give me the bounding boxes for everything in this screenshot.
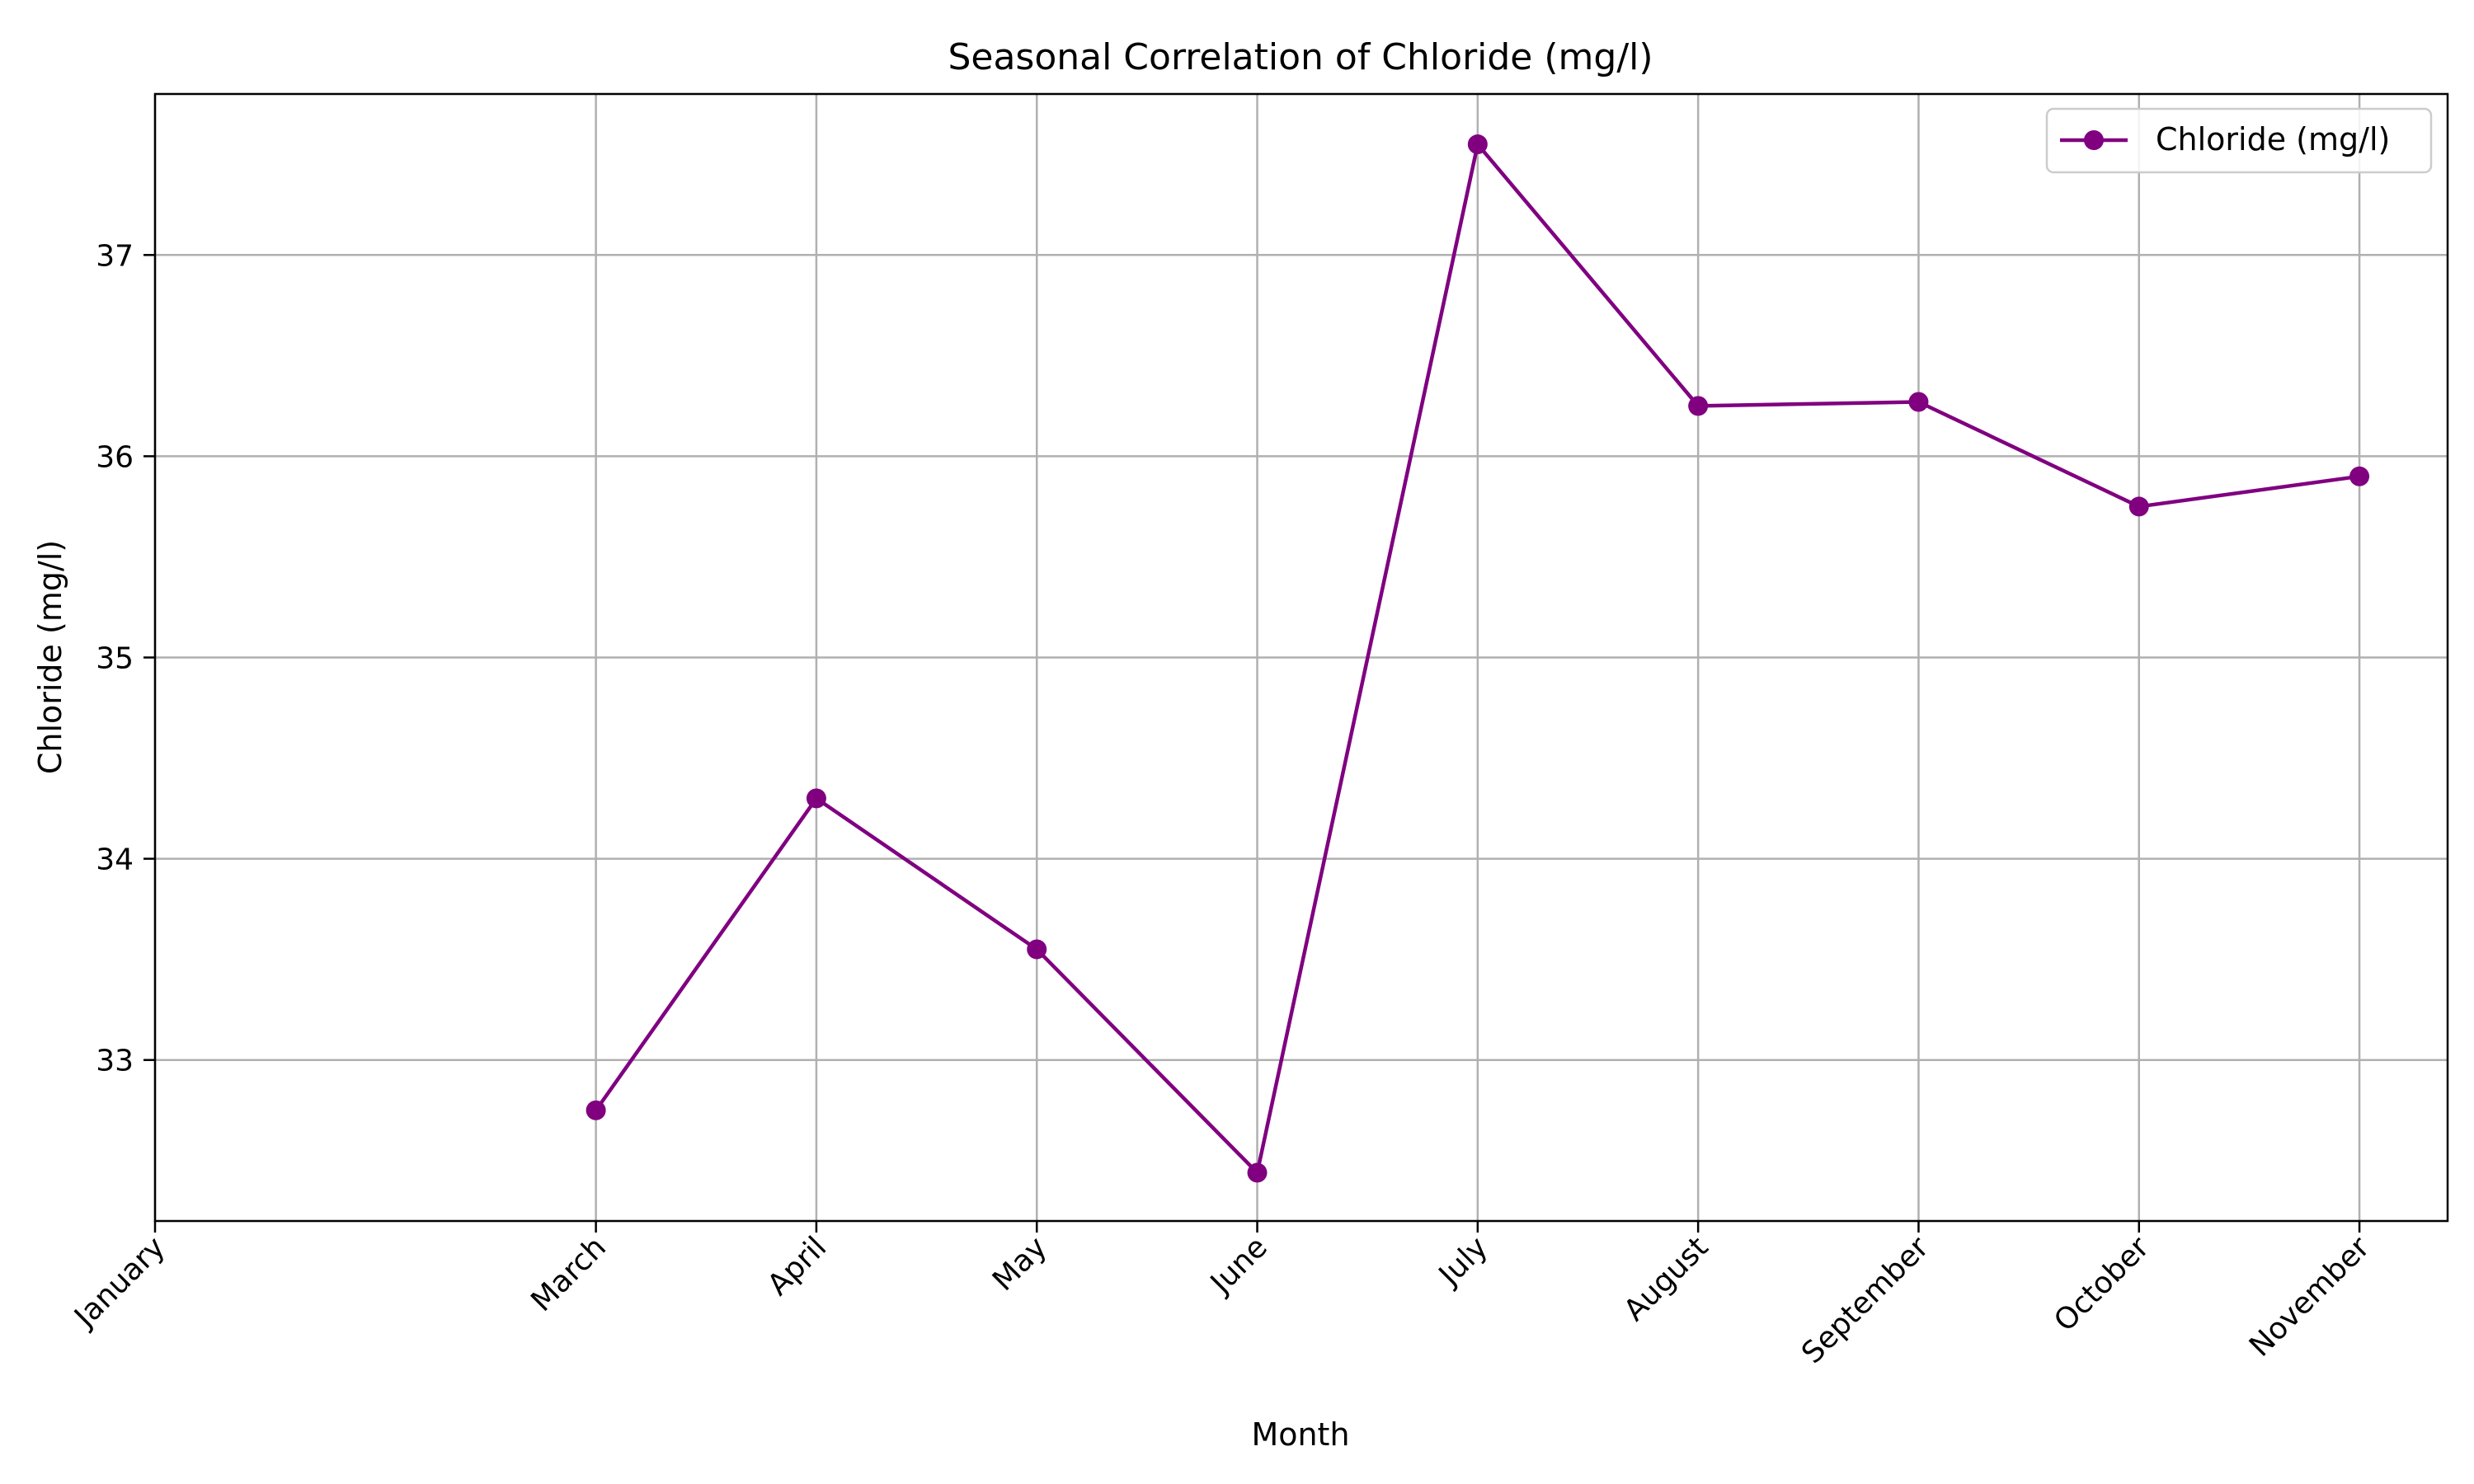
x-tick-label: January [67,1230,172,1335]
y-tick-label: 34 [96,843,134,877]
legend-series-label: Chloride (mg/l) [2156,121,2390,157]
data-point-november [2349,466,2370,486]
grid-lines [153,94,2448,1221]
x-tick-label: May [986,1230,1054,1298]
data-point-april [806,788,826,809]
x-tick-label: April [761,1230,833,1302]
data-point-june [1247,1162,1268,1183]
data-point-september [1908,392,1929,412]
y-tick-label: 33 [96,1045,134,1078]
y-axis-label: Chloride (mg/l) [32,540,68,774]
chart-title: Seasonal Correlation of Chloride (mg/l) [948,36,1653,78]
data-point-may [1027,939,1047,960]
x-tick-label: August [1617,1230,1714,1327]
legend-marker-sample [2084,130,2104,150]
y-tick-label: 37 [96,239,134,273]
legend-box [2045,107,2433,174]
data-point-august [1688,396,1709,416]
x-axis-label: Month [1251,1416,1349,1453]
y-tick-label: 35 [96,642,134,676]
legend: Chloride (mg/l) [2045,107,2433,174]
axis-ticks: January March April May June July August Septem… [67,239,2376,1370]
data-series [586,134,2370,1183]
data-point-july [1467,134,1488,155]
x-tick-label: July [1432,1230,1494,1293]
data-point-october [2128,496,2149,517]
x-tick-label: November [2243,1230,2377,1364]
x-tick-label: June [1203,1230,1274,1301]
y-tick-label: 36 [96,440,134,474]
x-tick-label: March [524,1230,613,1318]
x-tick-label: September [1795,1230,1935,1370]
x-tick-label: October [2048,1230,2156,1338]
data-point-march [586,1100,606,1120]
